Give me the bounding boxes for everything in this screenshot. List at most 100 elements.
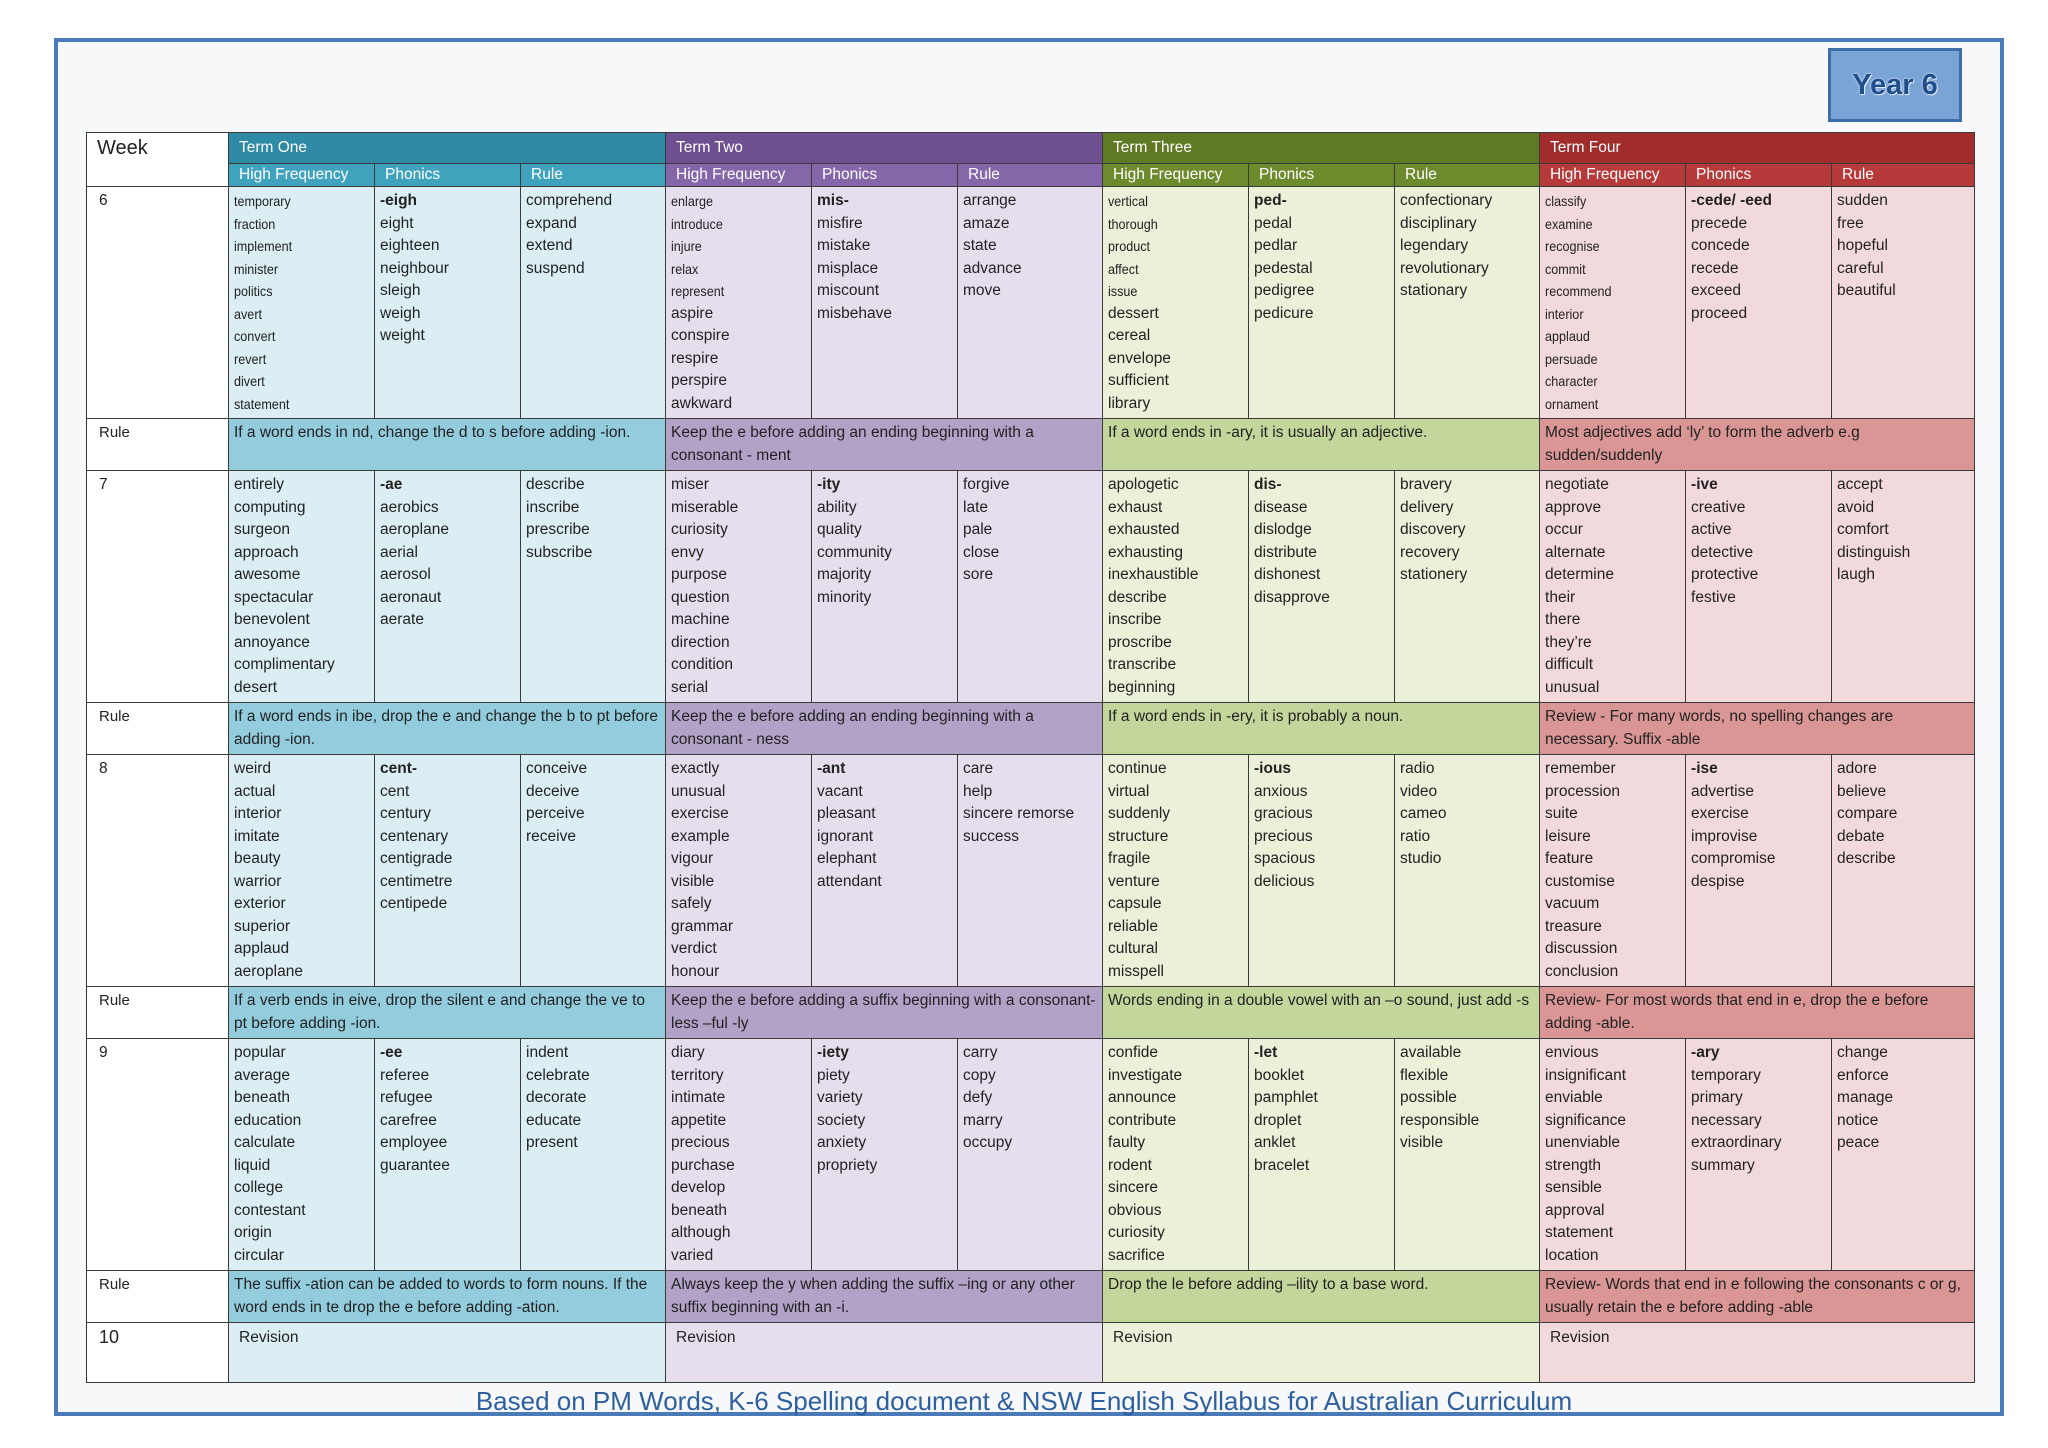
spelling-rule-text: Most adjectives add ‘ly’ to form the adv…: [1539, 418, 1976, 471]
high-frequency-cell: remember procession suite leisure feature cus…: [1539, 754, 1687, 987]
word-item: investigate: [1108, 1066, 1183, 1084]
word-item: distinguish: [1837, 543, 1911, 561]
word-item: arrange: [963, 192, 1017, 209]
word-item: direction: [671, 633, 730, 651]
word-item: advance: [963, 259, 1022, 277]
word-item: anxiety: [817, 1134, 867, 1151]
rule-words-cell: forgive late pale close sore: [956, 470, 1104, 703]
spelling-plan-table: Week Term One Term Two Term Three Term F…: [86, 132, 1976, 1383]
word-item: summary: [1691, 1156, 1755, 1174]
word-item: improvise: [1691, 827, 1758, 845]
word-item: ornament: [1545, 395, 1599, 412]
word-item: gracious: [1254, 805, 1313, 822]
high-frequency-cell: exactly unusual exercise example vigour visib…: [665, 754, 812, 987]
word-item: location: [1545, 1246, 1599, 1264]
word-item: protective: [1691, 566, 1759, 583]
word-item: creative: [1691, 498, 1746, 516]
high-frequency-cell: enlarge introduce injure relax represent aspi…: [665, 186, 812, 419]
word-item: comfort: [1837, 521, 1889, 538]
word-item: amaze: [963, 214, 1010, 232]
word-item: safely: [671, 895, 712, 912]
word-item: dishonest: [1254, 566, 1321, 583]
word-item: mistake: [817, 237, 871, 254]
phonics-cell: -cede/ -eed precede concede recede exceed pro…: [1685, 186, 1833, 419]
rule-words-cell: comprehend expand extend suspend: [520, 186, 666, 419]
word-item: respire: [671, 349, 719, 367]
word-item: close: [963, 543, 1000, 561]
word-item: announce: [1108, 1089, 1177, 1106]
word-item: structure: [1108, 827, 1169, 845]
phonics-cell: -ity ability quality community majority minor…: [811, 470, 958, 703]
word-item: debate: [1837, 827, 1885, 845]
phonics-header: Phonics: [1248, 163, 1396, 187]
word-item: describe: [1837, 850, 1896, 867]
word-item: stationery: [1400, 566, 1468, 583]
word-item: accept: [1837, 476, 1883, 493]
word-item: determine: [1545, 566, 1614, 583]
word-item: occur: [1545, 521, 1583, 538]
word-item: concede: [1691, 237, 1750, 254]
word-item: carefree: [380, 1111, 437, 1129]
word-item: insignificant: [1545, 1066, 1627, 1084]
word-item: enforce: [1837, 1066, 1889, 1084]
word-item: decorate: [526, 1089, 587, 1106]
word-item: computing: [234, 498, 306, 516]
word-item: video: [1400, 782, 1438, 800]
word-item: discovery: [1400, 521, 1466, 538]
word-item: exercise: [671, 805, 729, 822]
word-item: aspire: [671, 304, 714, 322]
term-three-header: Term Three: [1102, 132, 1541, 164]
word-item: virtual: [1108, 782, 1150, 800]
term-header-row: Week Term One Term Two Term Three Term F…: [86, 132, 1976, 187]
word-item: primary: [1691, 1089, 1743, 1106]
word-item: approve: [1545, 498, 1602, 516]
year-badge-text: Year 6: [1852, 68, 1938, 101]
spelling-rule-text: If a verb ends in eive, drop the silent …: [228, 986, 666, 1039]
word-item: prescribe: [526, 521, 590, 538]
word-item: introduce: [671, 215, 723, 232]
week-number: 8: [86, 754, 229, 987]
word-item: state: [963, 237, 997, 254]
word-item: unenviable: [1545, 1134, 1621, 1151]
word-item: spectacular: [234, 588, 314, 606]
word-item: there: [1545, 611, 1581, 628]
word-item: machine: [671, 611, 730, 628]
phonics-cell: -ant vacant pleasant ignorant elephant attend…: [811, 754, 958, 987]
word-item: politics: [234, 283, 273, 299]
word-item: referee: [380, 1066, 430, 1084]
word-item: cent: [380, 782, 410, 800]
word-item: aerobics: [380, 498, 439, 516]
word-item: inscribe: [1108, 611, 1162, 628]
word-item: sore: [963, 566, 994, 583]
word-item: diary: [671, 1044, 705, 1061]
word-item: purchase: [671, 1156, 735, 1174]
word-item: enlarge: [671, 193, 714, 209]
word-item: success: [963, 827, 1019, 845]
rule-words-cell: describe inscribe prescribe subscribe: [520, 470, 666, 703]
week-ten-row: 10 Revision Revision Revision Revision: [86, 1322, 1976, 1383]
rule-words-cell: sudden free hopeful careful beautiful: [1831, 186, 1976, 419]
word-item: -cede/ -eed: [1691, 192, 1773, 209]
spelling-rule-text: Always keep the y when adding the suffix…: [664, 1270, 1104, 1323]
word-item: visible: [1400, 1134, 1444, 1151]
word-item: cultural: [1108, 940, 1158, 957]
word-item: flexible: [1400, 1066, 1449, 1084]
phonics-header: Phonics: [374, 163, 521, 187]
word-item: perceive: [526, 805, 585, 822]
word-item: careful: [1837, 259, 1884, 277]
phonics-header: Phonics: [1685, 163, 1833, 187]
word-item: minority: [817, 588, 872, 606]
rule-header: Rule: [956, 163, 1104, 187]
word-item: extend: [526, 237, 573, 254]
word-item: education: [234, 1111, 302, 1129]
phonics-cell: mis-misfire mistake misplace miscount misbeh…: [811, 186, 958, 419]
word-item: vacant: [817, 782, 863, 800]
word-item: contestant: [234, 1201, 306, 1219]
word-item: miserable: [671, 498, 739, 516]
word-item: awkward: [671, 394, 733, 412]
word-item: inscribe: [526, 498, 580, 516]
word-item: beautiful: [1837, 282, 1896, 299]
word-item: deceive: [526, 782, 580, 800]
word-item: studio: [1400, 850, 1442, 867]
word-item: forgive: [963, 476, 1010, 493]
